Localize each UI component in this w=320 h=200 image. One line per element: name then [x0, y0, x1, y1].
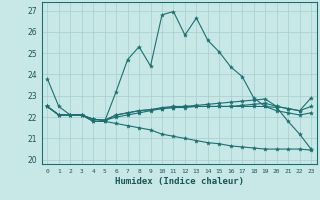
- X-axis label: Humidex (Indice chaleur): Humidex (Indice chaleur): [115, 177, 244, 186]
